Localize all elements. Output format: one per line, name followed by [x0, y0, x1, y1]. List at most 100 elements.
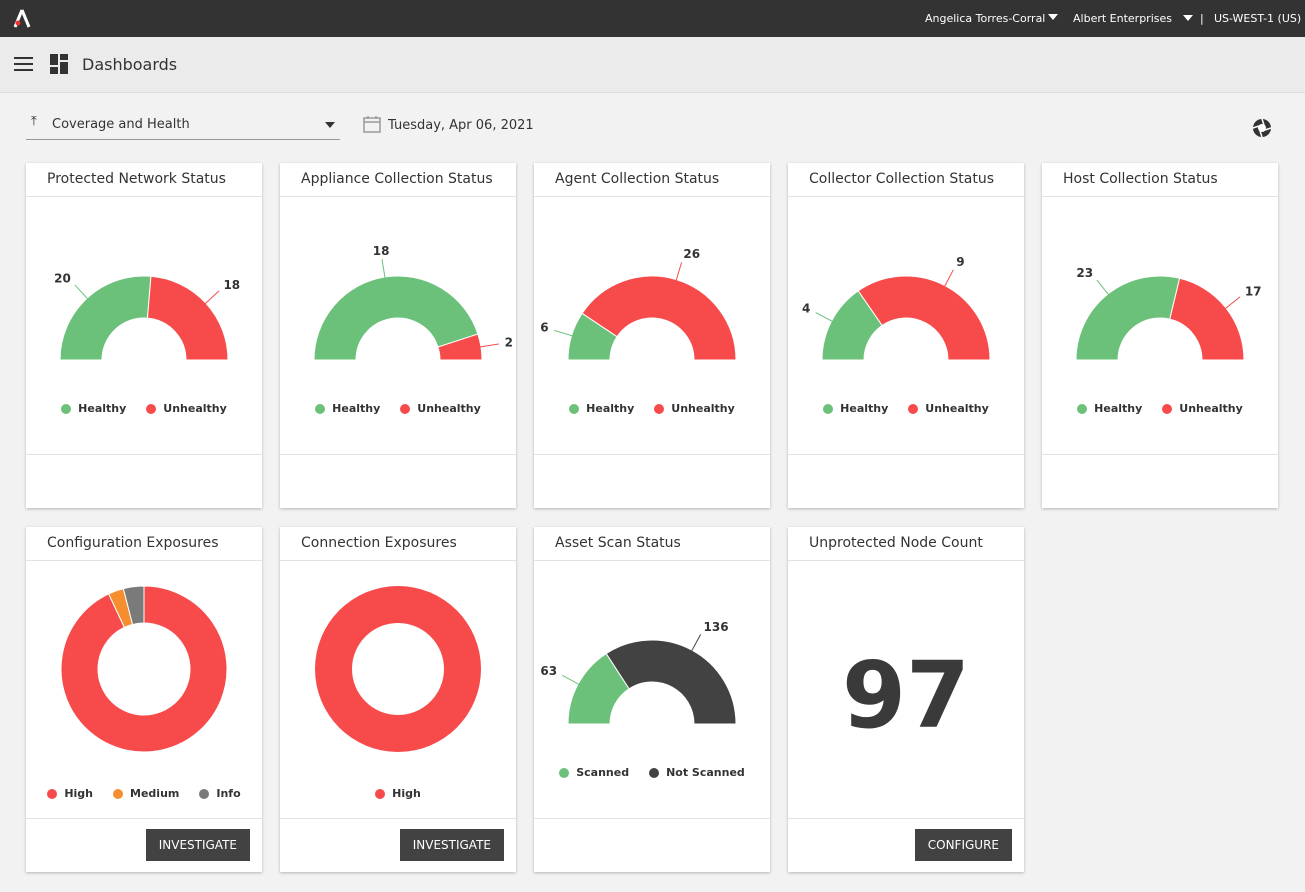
dashboard-icon — [50, 54, 68, 74]
menu-icon[interactable] — [14, 56, 34, 72]
card-title: Configuration Exposures — [47, 535, 219, 551]
gauge-segment — [1169, 277, 1245, 361]
legend-label: Unhealthy — [163, 402, 227, 415]
legend-label: Unhealthy — [1179, 402, 1243, 415]
caret[interactable] — [1183, 15, 1193, 21]
divider — [26, 454, 262, 455]
legend-item: Scanned — [559, 766, 629, 779]
divider — [534, 196, 770, 197]
button[interactable]: INVESTIGATE — [399, 829, 504, 861]
divider — [788, 196, 1024, 197]
legend: Healthy Unhealthy — [280, 402, 516, 415]
card: Appliance Collection Status 18 2 Healthy Unh… — [280, 163, 516, 508]
gauge: 63 136 — [540, 620, 737, 725]
legend-label: Healthy — [840, 402, 889, 415]
legend-label: Not Scanned — [666, 766, 745, 779]
leader-line — [203, 290, 220, 305]
divider — [788, 560, 1024, 561]
org-menu[interactable]: Albert Enterprises — [1073, 12, 1172, 25]
legend-label: Healthy — [586, 402, 635, 415]
value-label: 18 — [373, 244, 390, 258]
legend-dot — [649, 767, 660, 778]
legend-dot — [1077, 403, 1088, 414]
legend-item: Unhealthy — [1162, 402, 1243, 415]
card: Host Collection Status 23 17 Healthy Unhealt… — [1042, 163, 1278, 508]
donut-segment — [315, 585, 481, 753]
gauge: 49 — [802, 255, 991, 361]
gauge: 23 17 — [1075, 266, 1262, 361]
leader-line — [943, 269, 954, 288]
legend: Scanned Not Scanned — [534, 766, 770, 779]
legend-label: Unhealthy — [671, 402, 735, 415]
divider — [26, 196, 262, 197]
gauge-segment — [1075, 275, 1181, 361]
legend-dot — [1162, 403, 1173, 414]
gauge-segment — [857, 275, 991, 361]
region-menu[interactable]: US-WEST-1 (US) — [1214, 12, 1302, 25]
card-title: Appliance Collection Status — [301, 171, 493, 187]
donut — [60, 585, 228, 753]
legend-item: Medium — [113, 787, 179, 800]
divider — [280, 196, 516, 197]
divider — [534, 818, 770, 819]
leader-line — [815, 312, 834, 323]
dashboard-select[interactable]: ⤒ Coverage and Health — [26, 110, 340, 140]
card-title: Asset Scan Status — [555, 535, 681, 551]
card: Configuration Exposures High Medium Info INV… — [26, 527, 262, 872]
gauge: 6 26 — [540, 247, 737, 361]
divider — [534, 454, 770, 455]
value-label: 26 — [683, 247, 700, 261]
legend-item: High — [47, 787, 93, 800]
legend: Healthy Unhealthy — [1042, 402, 1278, 415]
value-label: 4 — [802, 301, 810, 315]
value-label: 20 — [54, 272, 71, 286]
button[interactable]: INVESTIGATE — [145, 829, 250, 861]
value-label: 6 — [540, 321, 548, 335]
leader-line — [554, 329, 574, 337]
legend-item: Not Scanned — [649, 766, 745, 779]
donut-segment — [122, 585, 145, 626]
gauge-segment — [146, 275, 229, 361]
top-bar: Angelica Torres-Corral Albert Enterprise… — [0, 0, 1305, 37]
card-title: Agent Collection Status — [555, 171, 720, 187]
caret[interactable] — [1048, 14, 1058, 20]
card-title: Protected Network Status — [47, 171, 226, 187]
card-title: Collector Collection Status — [809, 171, 995, 187]
card: Connection Exposures High INVESTIGATE — [280, 527, 516, 872]
leader-line — [74, 284, 89, 301]
legend-dot — [569, 403, 580, 414]
legend: High Medium Info — [26, 787, 262, 800]
divider — [788, 818, 1024, 819]
legend: Healthy Unhealthy — [26, 402, 262, 415]
leader-line — [478, 343, 499, 348]
card: Asset Scan Status 63 136 Scanned Not Scanned — [534, 527, 770, 872]
legend-dot — [559, 767, 570, 778]
divider — [26, 818, 262, 819]
user-menu[interactable]: Angelica Torres-Corral — [925, 12, 1046, 25]
legend-label: Unhealthy — [925, 402, 989, 415]
calendar-icon[interactable] — [363, 115, 381, 133]
divider — [1042, 196, 1278, 197]
card: Agent Collection Status 6 26 Healthy Unhealt… — [534, 163, 770, 508]
card: Protected Network Status 20 18 Healthy Unhea… — [26, 163, 262, 508]
divider — [280, 818, 516, 819]
legend: Healthy Unhealthy — [788, 402, 1024, 415]
legend-item: Unhealthy — [400, 402, 481, 415]
legend: High — [280, 787, 516, 800]
button[interactable]: CONFIGURE — [914, 829, 1012, 861]
legend: Healthy Unhealthy — [534, 402, 770, 415]
legend-dot — [908, 403, 919, 414]
value-label: 63 — [540, 664, 557, 678]
big-number: 97 — [841, 642, 971, 749]
legend-label: Medium — [130, 787, 180, 800]
camera-icon[interactable] — [1252, 118, 1272, 138]
legend-item: Unhealthy — [146, 402, 227, 415]
legend-dot — [146, 403, 157, 414]
card-title: Unprotected Node Count — [809, 535, 983, 551]
gauge: 20 18 — [54, 272, 240, 361]
legend-item: Unhealthy — [908, 402, 989, 415]
card-title: Host Collection Status — [1063, 171, 1218, 187]
legend-label: Info — [216, 787, 241, 800]
gauge-segment — [59, 275, 152, 361]
